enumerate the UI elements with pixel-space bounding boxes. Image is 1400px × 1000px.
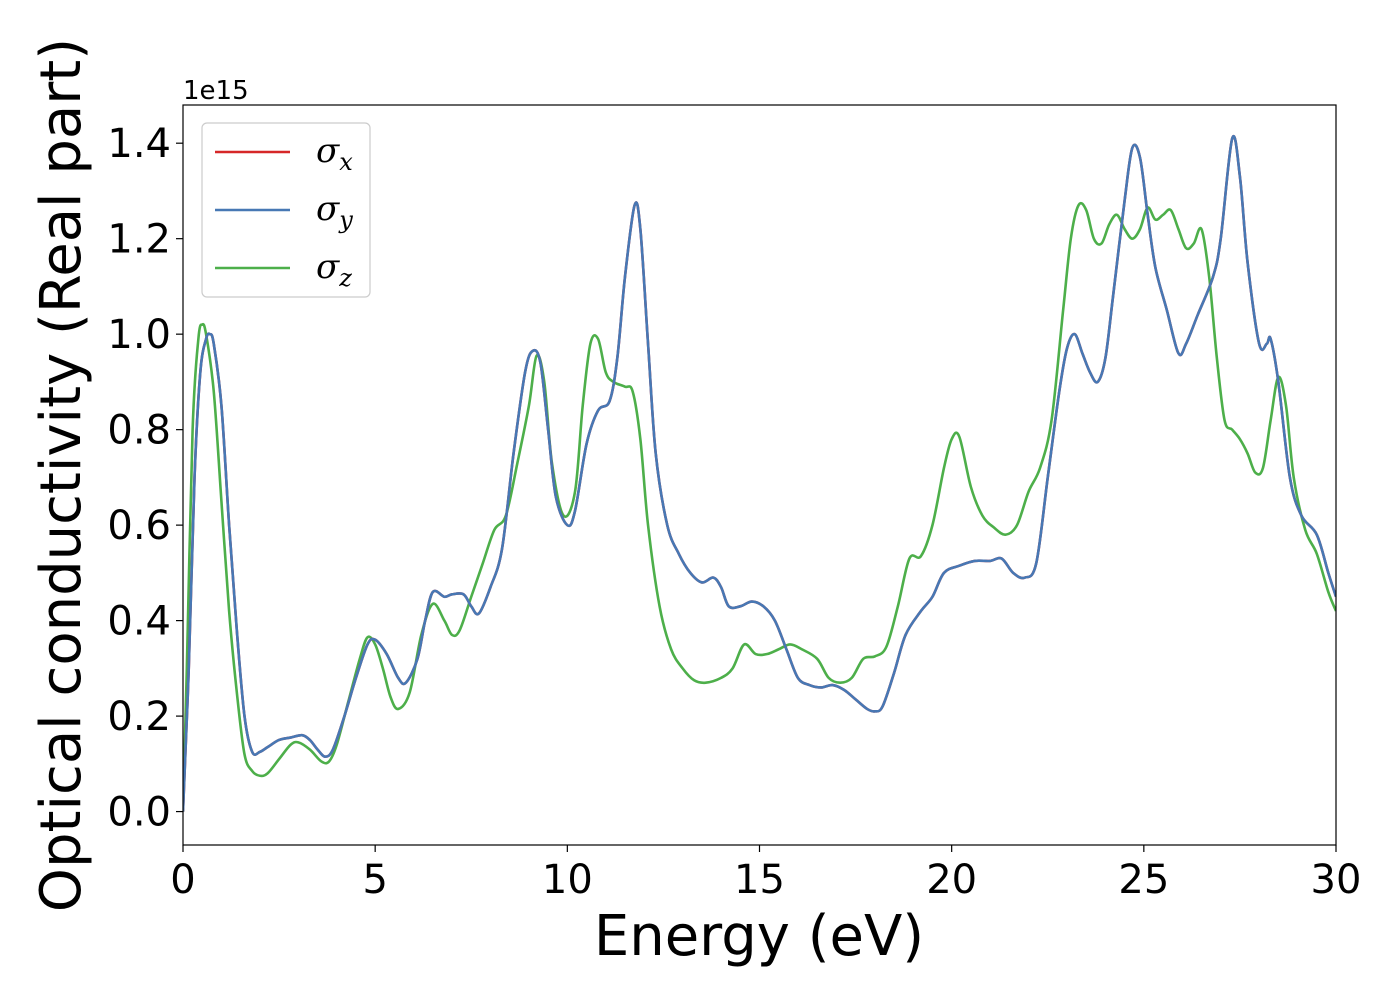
y-axis: 0.0 0.2 0.4 0.6 0.8 1.0 1.2 1.4 (107, 121, 183, 836)
x-tick-label: 30 (1311, 857, 1362, 903)
y-axis-title: Optical conductivity (Real part) (29, 38, 94, 912)
y-tick-label: 0.8 (107, 408, 171, 454)
y-offset-label: 1e15 (183, 76, 249, 106)
y-tick-label: 1.4 (107, 121, 171, 167)
x-axis: 0 5 10 15 20 25 30 (170, 845, 1361, 903)
x-axis-title: Energy (eV) (594, 904, 924, 969)
x-tick-label: 5 (362, 857, 387, 903)
x-tick-label: 20 (926, 857, 977, 903)
x-tick-label: 10 (542, 857, 593, 903)
x-tick-label: 0 (170, 857, 195, 903)
series-line-sigma-y (183, 134, 1336, 812)
series-line-sigma-z (183, 201, 1336, 812)
y-tick-label: 0.0 (107, 790, 171, 836)
y-tick-label: 1.0 (107, 312, 171, 358)
y-tick-label: 0.4 (107, 599, 171, 645)
x-tick-label: 15 (734, 857, 785, 903)
y-tick-label: 0.2 (107, 694, 171, 740)
y-tick-label: 0.6 (107, 503, 171, 549)
x-tick-label: 25 (1118, 857, 1169, 903)
y-tick-label: 1.2 (107, 217, 171, 263)
series-layer (183, 134, 1336, 812)
